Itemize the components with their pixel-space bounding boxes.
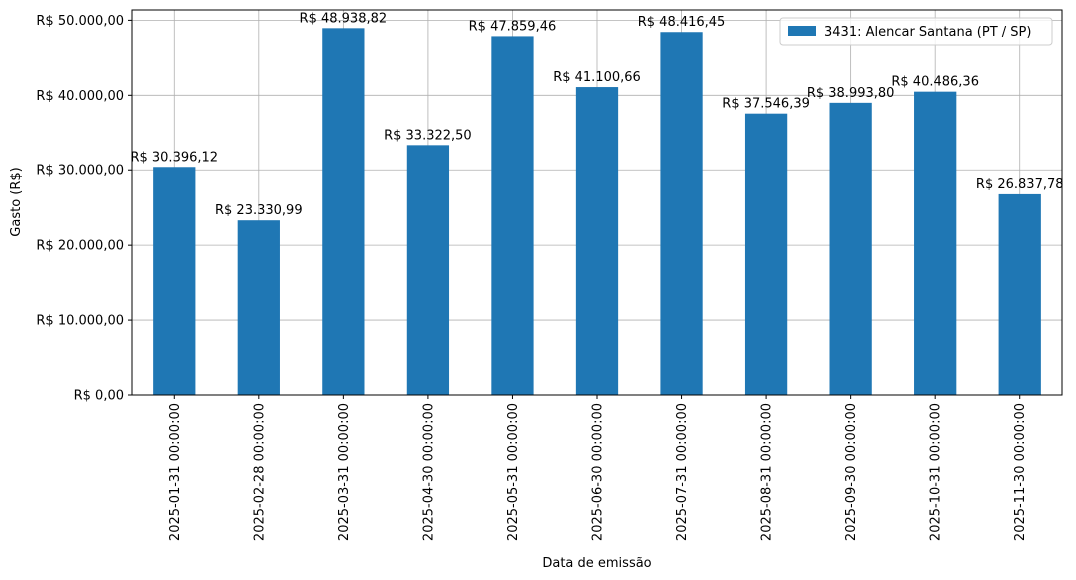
bar xyxy=(829,102,872,395)
x-axis-label: Data de emissão xyxy=(542,556,651,571)
y-axis-label: Gasto (R$) xyxy=(9,167,24,236)
x-tick-label: 2025-03-31 00:00:00 xyxy=(337,403,352,541)
plot-frame xyxy=(131,9,1063,396)
x-tick-label: 2025-06-30 00:00:00 xyxy=(591,403,606,541)
legend-swatch xyxy=(788,26,816,36)
x-tick-label: 2025-05-31 00:00:00 xyxy=(506,403,521,541)
value-label: R$ 41.100,66 xyxy=(553,70,641,85)
bar xyxy=(660,32,703,396)
y-tick-label: R$ 20.000,00 xyxy=(36,239,124,254)
bar xyxy=(914,91,957,395)
value-label: R$ 47.859,46 xyxy=(469,19,557,34)
value-label: R$ 23.330,99 xyxy=(215,203,303,218)
bar xyxy=(491,36,534,396)
y-tick-label: R$ 0,00 xyxy=(74,389,124,404)
legend-label: 3431: Alencar Santana (PT / SP) xyxy=(824,25,1031,40)
value-label: R$ 40.486,36 xyxy=(891,75,979,90)
x-tick-label: 2025-04-30 00:00:00 xyxy=(421,403,436,541)
bar xyxy=(998,193,1041,395)
x-tick-label: 2025-08-31 00:00:00 xyxy=(760,403,775,541)
x-tick-label: 2025-11-30 00:00:00 xyxy=(1013,403,1028,541)
value-label: R$ 30.396,12 xyxy=(130,150,218,165)
x-tick-label: 2025-01-31 00:00:00 xyxy=(168,403,183,541)
value-label: R$ 48.416,45 xyxy=(638,15,726,30)
legend-box xyxy=(779,17,1053,46)
y-tick-label: R$ 30.000,00 xyxy=(36,164,124,179)
x-tick-label: 2025-09-30 00:00:00 xyxy=(844,403,859,541)
x-tick-label: 2025-07-31 00:00:00 xyxy=(675,403,690,541)
bar xyxy=(744,113,788,395)
bar xyxy=(153,167,196,395)
x-tick-label: 2025-02-28 00:00:00 xyxy=(252,403,267,541)
x-tick-label: 2025-10-31 00:00:00 xyxy=(929,403,944,541)
value-label: R$ 37.546,39 xyxy=(722,97,810,112)
y-tick-label: R$ 50.000,00 xyxy=(36,14,124,29)
value-label: R$ 26.837,78 xyxy=(976,177,1064,192)
bar xyxy=(406,145,450,395)
bar xyxy=(575,87,619,396)
value-label: R$ 38.993,80 xyxy=(807,86,895,101)
y-tick-label: R$ 10.000,00 xyxy=(36,314,124,329)
y-tick-label: R$ 40.000,00 xyxy=(36,89,124,104)
bar xyxy=(237,220,280,395)
bar xyxy=(322,28,365,396)
value-label: R$ 48.938,82 xyxy=(300,11,388,26)
value-label: R$ 33.322,50 xyxy=(384,128,472,143)
